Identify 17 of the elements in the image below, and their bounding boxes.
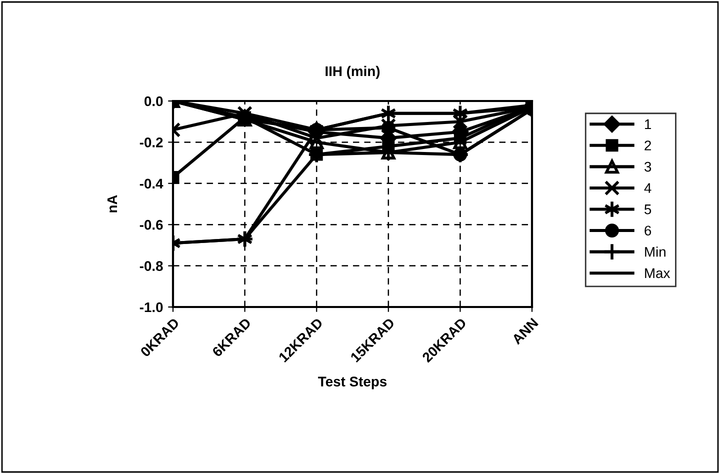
legend-label: 3 [644,162,652,172]
legend-label: 5 [644,204,652,214]
legend-label: 6 [644,226,652,236]
y-tick-label: -0.2 [140,138,163,148]
y-tick-label: -0.4 [140,178,164,189]
y-axis-title: nA [107,195,118,212]
chart-title: IIH (min) [326,66,380,79]
legend-label: 4 [644,183,652,193]
y-tick-label: 0.0 [144,96,163,106]
legend-label: Min [645,246,666,257]
legend-label: Max [645,268,670,278]
legend-label: 2 [644,140,651,150]
x-axis-title: Test Steps [318,376,387,390]
legend-label: 1 [645,119,651,129]
y-tick-label: -0.6 [140,220,163,230]
y-tick-label: -1.0 [140,302,163,312]
y-tick-label: -0.8 [140,261,163,271]
